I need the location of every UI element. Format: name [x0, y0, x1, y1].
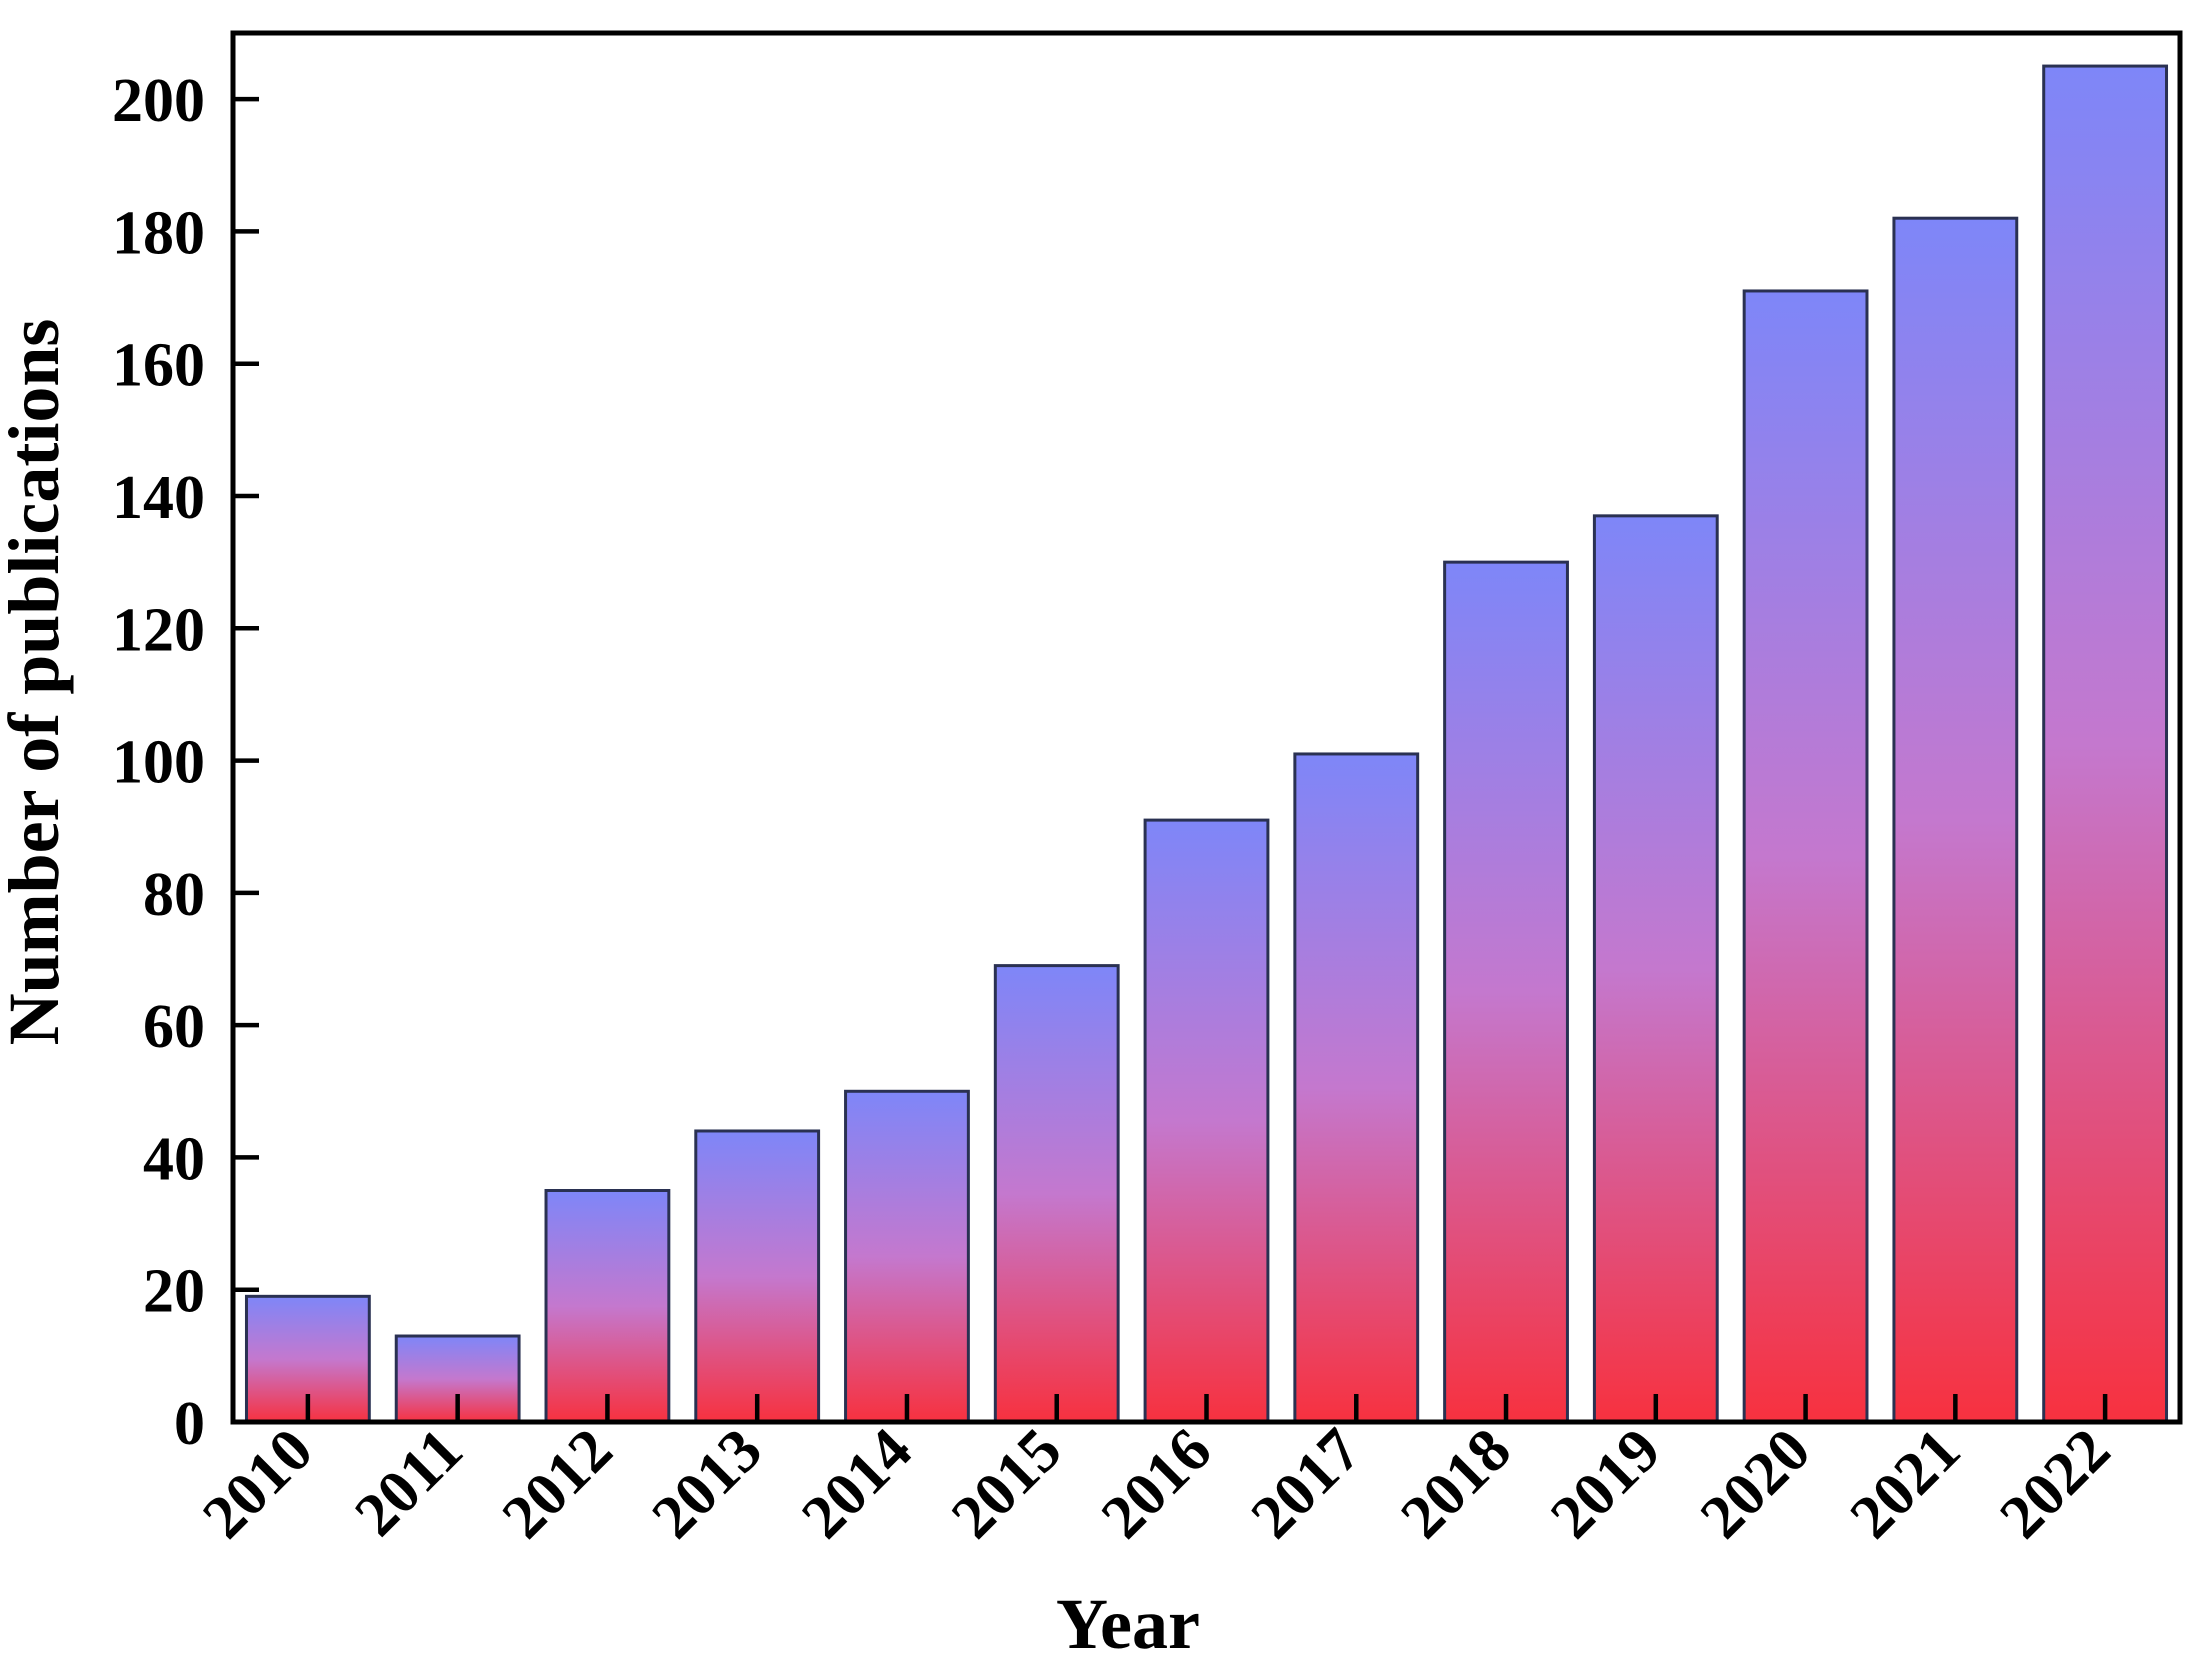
y-axis-tick-labels: 0 20 40 60 80 100 120 140 160 180 200 [112, 67, 205, 1458]
bar-2021 [1892, 216, 2019, 1424]
y-tick-label-80: 80 [143, 861, 205, 929]
x-axis-title: Year [1056, 1584, 1200, 1664]
bar-2017 [1293, 752, 1420, 1424]
y-tick-label-20: 20 [143, 1258, 205, 1326]
y-tick-label-0: 0 [174, 1390, 205, 1458]
y-tick-label-180: 180 [112, 199, 205, 267]
y-tick-label-200: 200 [112, 67, 205, 135]
x-tick-label-2013: 2013 [639, 1416, 775, 1552]
bars-group [244, 64, 2169, 1424]
y-axis-title: Number of publications [0, 319, 74, 1046]
x-tick-label-2016: 2016 [1089, 1416, 1225, 1552]
bar-2013 [694, 1129, 821, 1424]
y-tick-label-160: 160 [112, 332, 205, 400]
x-tick-label-2011: 2011 [342, 1416, 475, 1549]
bar-2016 [1143, 818, 1270, 1424]
bar-2012 [544, 1189, 671, 1424]
x-tick-label-2015: 2015 [939, 1416, 1075, 1552]
y-tick-label-120: 120 [112, 596, 205, 664]
x-axis-ticks [305, 1394, 2108, 1422]
bar-2018 [1443, 560, 1569, 1424]
x-tick-label-2022: 2022 [1987, 1416, 2123, 1552]
x-tick-label-2012: 2012 [490, 1416, 626, 1552]
y-tick-label-140: 140 [112, 464, 205, 532]
x-axis-tick-labels: 2010 2011 2012 2013 2014 2015 2016 2017 2018 2019… [190, 1416, 2123, 1552]
bar-2015 [993, 964, 1120, 1424]
bar-2020 [1742, 289, 1869, 1424]
x-tick-label-2014: 2014 [789, 1416, 925, 1552]
y-tick-label-40: 40 [143, 1125, 205, 1193]
bar-2014 [844, 1089, 970, 1424]
x-tick-label-2019: 2019 [1538, 1416, 1674, 1552]
x-tick-label-2020: 2020 [1688, 1416, 1824, 1552]
bar-2022 [2042, 64, 2169, 1424]
bar-2019 [1592, 514, 1719, 1424]
x-tick-label-2010: 2010 [190, 1416, 326, 1552]
x-tick-label-2017: 2017 [1238, 1416, 1374, 1552]
y-axis-ticks [233, 96, 259, 1425]
x-tick-label-2018: 2018 [1388, 1416, 1524, 1552]
y-tick-label-100: 100 [112, 729, 205, 797]
y-tick-label-60: 60 [143, 993, 205, 1061]
x-tick-label-2021: 2021 [1837, 1416, 1973, 1552]
